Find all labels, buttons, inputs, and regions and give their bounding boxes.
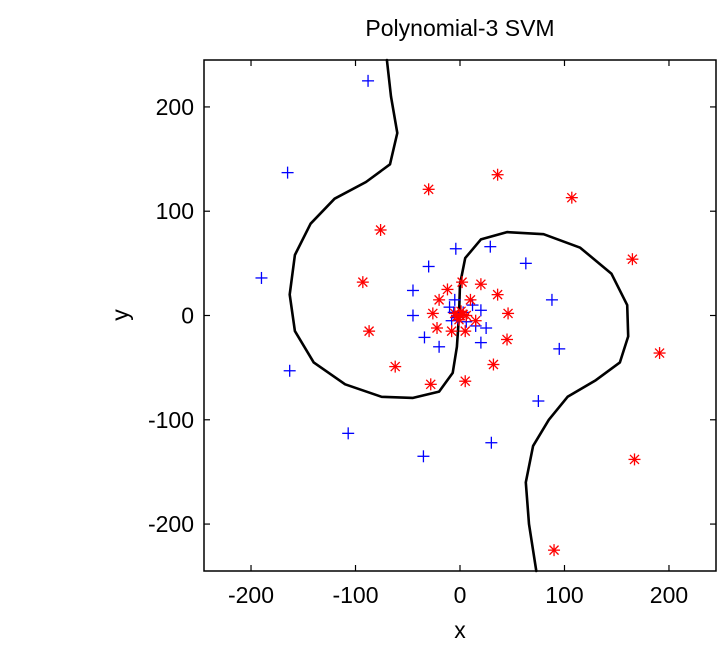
- plus-marker: [417, 450, 430, 463]
- plus-marker: [422, 260, 435, 273]
- star-marker: [502, 307, 515, 320]
- plus-marker: [255, 271, 268, 284]
- y-tick-label: 0: [181, 303, 194, 329]
- plus-marker: [545, 293, 558, 306]
- star-marker: [469, 314, 482, 327]
- star-marker: [626, 253, 639, 266]
- star-marker: [459, 325, 472, 338]
- y-tick-label: -100: [148, 407, 194, 433]
- x-axis: -200 -100 0 100 200: [228, 60, 688, 608]
- plus-marker: [519, 257, 532, 270]
- x-tick-label: -200: [228, 582, 274, 608]
- plus-marker: [342, 427, 355, 440]
- plus-marker: [406, 284, 419, 297]
- class-plus-points: [255, 74, 566, 463]
- star-marker: [460, 309, 473, 322]
- star-marker: [363, 325, 376, 338]
- star-marker: [565, 191, 578, 204]
- plus-marker: [433, 340, 446, 353]
- plus-marker: [474, 304, 487, 317]
- star-marker: [424, 378, 437, 391]
- chart-title: Polynomial-3 SVM: [365, 15, 554, 41]
- x-tick-label: -100: [332, 582, 378, 608]
- star-marker: [441, 283, 454, 296]
- star-marker: [389, 360, 402, 373]
- star-marker: [356, 276, 369, 289]
- star-marker: [501, 333, 514, 346]
- plus-marker: [480, 322, 493, 335]
- star-marker: [474, 278, 487, 291]
- plus-marker: [484, 240, 497, 253]
- plus-marker: [474, 336, 487, 349]
- x-tick-label: 0: [454, 582, 467, 608]
- plus-marker: [532, 395, 545, 408]
- star-marker: [426, 307, 439, 320]
- star-marker: [548, 544, 561, 557]
- y-tick-label: 100: [156, 198, 194, 224]
- plus-marker: [283, 364, 296, 377]
- plus-marker: [406, 309, 419, 322]
- class-star-points: [356, 168, 666, 557]
- star-marker: [448, 307, 461, 320]
- star-marker: [628, 453, 641, 466]
- star-marker: [431, 322, 444, 335]
- x-tick-label: 100: [545, 582, 583, 608]
- y-axis-label: y: [107, 309, 133, 321]
- star-marker: [491, 288, 504, 301]
- star-marker: [491, 168, 504, 181]
- plus-marker: [281, 166, 294, 179]
- star-marker: [445, 325, 458, 338]
- x-tick-label: 200: [650, 582, 688, 608]
- plus-marker: [449, 242, 462, 255]
- plus-marker: [553, 342, 566, 355]
- plus-marker: [485, 436, 498, 449]
- star-marker: [422, 183, 435, 196]
- star-marker: [433, 293, 446, 306]
- plus-marker: [418, 331, 431, 344]
- star-marker: [464, 293, 477, 306]
- star-marker: [653, 347, 666, 360]
- y-tick-label: 200: [156, 94, 194, 120]
- star-marker: [487, 358, 500, 371]
- y-tick-label: -200: [148, 511, 194, 537]
- star-marker: [456, 276, 469, 289]
- plot-area: [203, 58, 717, 573]
- plus-marker: [448, 293, 461, 306]
- x-axis-label: x: [454, 617, 466, 643]
- plus-marker: [362, 74, 375, 87]
- star-marker: [459, 375, 472, 388]
- y-axis: -200 -100 0 100 200: [148, 94, 716, 537]
- star-marker: [374, 223, 387, 236]
